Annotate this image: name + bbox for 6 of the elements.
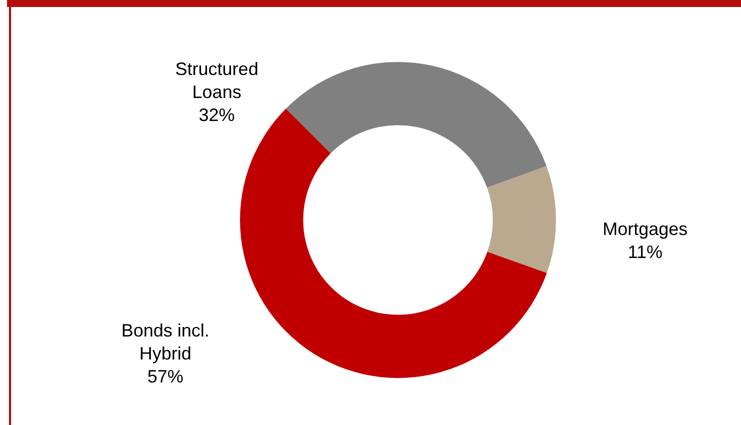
data-label: 57% <box>147 366 184 386</box>
slice-label: Mortgages <box>602 219 688 240</box>
data-label: 32% <box>198 105 235 126</box>
data-label: 11% <box>628 242 662 262</box>
slice-label: Bonds incl. Hybrid <box>121 320 210 364</box>
slice-label: Structured Loans <box>175 59 258 102</box>
